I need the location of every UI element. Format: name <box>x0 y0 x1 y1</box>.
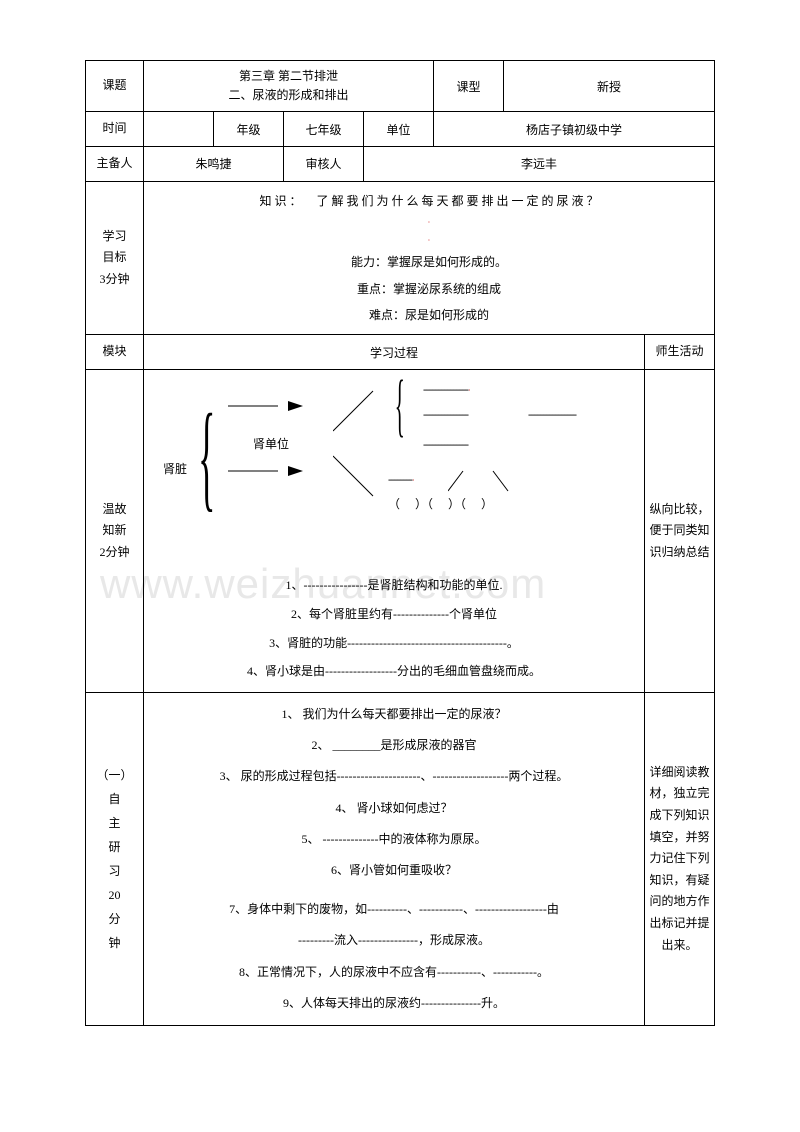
label-unit: 单位 <box>364 112 434 147</box>
header-row-time: 时间 年级 七年级 单位 杨店子镇初级中学 <box>86 112 715 147</box>
red-marker: · <box>148 214 710 232</box>
grade-value: 七年级 <box>284 112 364 147</box>
keypoint-text: 重点：掌握泌尿系统的组成 <box>148 276 710 302</box>
paren-blanks: （ ）（ ）（ ） <box>388 491 493 517</box>
arrow-icon <box>228 396 328 416</box>
study-questions: 1、 我们为什么每天都要排出一定的尿液？ 2、 ________是形成尿液的器官… <box>148 699 640 1019</box>
label-time: 时间 <box>86 112 144 147</box>
review-content: 肾脏 { 肾单位 <box>144 369 645 692</box>
time-value <box>144 112 214 147</box>
type-value: 新授 <box>504 61 715 112</box>
review-questions: 1、----------------是肾脏结构和功能的单位. 2、每个肾脏里约有… <box>148 571 640 686</box>
study-q6: 6、肾小管如何重吸收？ <box>148 855 640 886</box>
unit-value: 杨店子镇初级中学 <box>434 112 715 147</box>
objectives-row: 学习目标3分钟 知 识 ： 了 解 我 们 为 什 么 每 天 都 要 排 出 … <box>86 181 715 335</box>
label-study: （一）自主研习20分钟 <box>86 693 144 1026</box>
study-q1: 1、 我们为什么每天都要排出一定的尿液？ <box>148 699 640 730</box>
review-row: 温故知新2分钟 肾脏 { 肾单位 <box>86 369 715 692</box>
label-objectives: 学习目标3分钟 <box>86 181 144 335</box>
title-line1: 第三章 第二节排泄 <box>148 67 429 86</box>
objectives-content: 知 识 ： 了 解 我 们 为 什 么 每 天 都 要 排 出 一 定 的 尿 … <box>144 181 715 335</box>
review-q2: 2、每个肾脏里约有--------------个肾单位 <box>148 600 640 629</box>
kidney-diagram: 肾脏 { 肾单位 <box>148 376 640 556</box>
knowledge-line: 知 识 ： 了 解 我 们 为 什 么 每 天 都 要 排 出 一 定 的 尿 … <box>148 188 710 214</box>
blank-dashes: --------------- <box>423 401 468 427</box>
preparer-value: 朱鸣捷 <box>144 146 284 181</box>
study-q9: 9、人体每天排出的尿液约---------------升。 <box>148 988 640 1019</box>
topic-title: 第三章 第二节排泄 二、尿液的形成和排出 <box>144 61 434 112</box>
reviewer-value: 李远丰 <box>364 146 715 181</box>
ability-text: 能力：掌握尿是如何形成的。 <box>148 249 710 275</box>
label-review: 温故知新2分钟 <box>86 369 144 692</box>
label-topic: 课题 <box>86 61 144 112</box>
review-q1: 1、----------------是肾脏结构和功能的单位. <box>148 571 640 600</box>
title-line2: 二、尿液的形成和排出 <box>148 86 429 105</box>
study-q7b: ---------流入---------------，形成尿液。 <box>148 925 640 956</box>
label-activity: 师生活动 <box>645 335 715 370</box>
blank-dashes: ---------------- <box>528 401 576 427</box>
nephron-label: 肾单位 <box>253 431 289 457</box>
label-grade: 年级 <box>214 112 284 147</box>
arrow-icon <box>228 461 328 481</box>
difficulty-text: 难点：尿是如何形成的 <box>148 302 710 328</box>
blank-dashes: --------------- <box>423 431 468 457</box>
page-content: 课题 第三章 第二节排泄 二、尿液的形成和排出 课型 新授 时间 年级 七年级 … <box>85 60 715 1026</box>
study-row: （一）自主研习20分钟 1、 我们为什么每天都要排出一定的尿液？ 2、 ____… <box>86 693 715 1026</box>
study-content: 1、 我们为什么每天都要排出一定的尿液？ 2、 ________是形成尿液的器官… <box>144 693 645 1026</box>
review-activity: 纵向比较，便于同类知识归纳总结 <box>645 369 715 692</box>
label-reviewer: 审核人 <box>284 146 364 181</box>
kidney-label: 肾脏 <box>163 456 187 482</box>
label-module: 模块 <box>86 335 144 370</box>
lesson-plan-table: 课题 第三章 第二节排泄 二、尿液的形成和排出 课型 新授 时间 年级 七年级 … <box>85 60 715 1026</box>
study-q3: 3、 尿的形成过程包括---------------------、-------… <box>148 761 640 792</box>
label-process: 学习过程 <box>144 335 645 370</box>
module-header-row: 模块 学习过程 师生活动 <box>86 335 715 370</box>
knowledge-label: 知 识 ： <box>259 194 301 208</box>
review-q3: 3、肾脏的功能---------------------------------… <box>148 629 640 658</box>
red-marker: · <box>148 232 710 250</box>
label-type: 课型 <box>434 61 504 112</box>
study-q7: 7、身体中剩下的废物，如----------、-----------、-----… <box>148 894 640 925</box>
header-row-topic: 课题 第三章 第二节排泄 二、尿液的形成和排出 课型 新授 <box>86 61 715 112</box>
line-icon <box>333 451 393 501</box>
review-q4: 4、肾小球是由------------------分出的毛细血管盘绕而成。 <box>148 657 640 686</box>
knowledge-text: 了 解 我 们 为 什 么 每 天 都 要 排 出 一 定 的 尿 液 ？ <box>317 194 599 208</box>
bracket-icon: { <box>198 396 215 516</box>
bracket-icon: { <box>395 371 405 441</box>
study-q4: 4、 肾小球如何虑过？ <box>148 793 640 824</box>
header-row-preparer: 主备人 朱鸣捷 审核人 李远丰 <box>86 146 715 181</box>
blank-dashes: ---------------· <box>423 376 470 402</box>
label-preparer: 主备人 <box>86 146 144 181</box>
study-q5: 5、 --------------中的液体称为原尿。 <box>148 824 640 855</box>
blank-dashes: --------· <box>388 466 414 492</box>
study-q8: 8、正常情况下，人的尿液中不应含有-----------、-----------… <box>148 957 640 988</box>
study-q2: 2、 ________是形成尿液的器官 <box>148 730 640 761</box>
line-icon <box>333 386 393 436</box>
study-activity: 详细阅读教材，独立完成下列知识填空，并努力记住下列知识，有疑问的地方作出标记并提… <box>645 693 715 1026</box>
